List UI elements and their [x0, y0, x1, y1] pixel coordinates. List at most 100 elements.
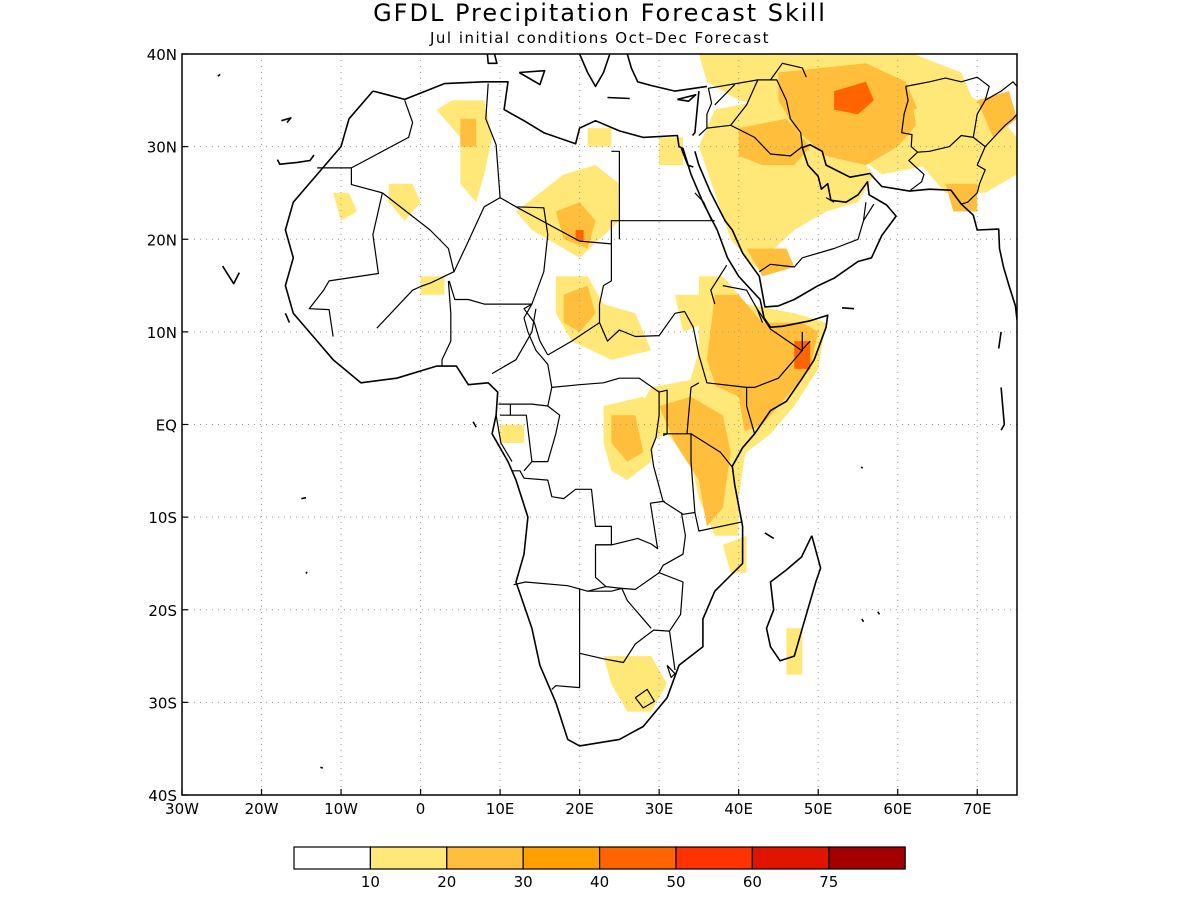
country-border-13 — [551, 377, 668, 437]
country-border-45 — [770, 62, 807, 81]
lat-tick-label: 30S — [148, 694, 177, 712]
skill-region-arabia-core — [738, 118, 811, 166]
lat-tick-label: 20N — [147, 231, 177, 249]
country-border-27 — [634, 688, 656, 709]
lon-tick-label: 20W — [245, 800, 279, 818]
colorbar-label: 10 — [361, 873, 380, 891]
island-2 — [221, 265, 241, 285]
island-1 — [276, 154, 315, 165]
lat-tick-label: 40S — [148, 787, 177, 805]
country-border-18 — [694, 512, 743, 532]
lon-tick-label: 40E — [724, 800, 753, 818]
country-border-19 — [512, 470, 622, 589]
island-5 — [305, 571, 308, 574]
country-border-46 — [901, 86, 925, 191]
country-border-42 — [758, 202, 867, 273]
country-border-0 — [308, 167, 383, 337]
country-border-8 — [611, 150, 715, 222]
coastline-8 — [518, 69, 546, 86]
coastline-5 — [626, 54, 708, 92]
country-border-30 — [510, 414, 533, 472]
country-border-9 — [598, 243, 803, 388]
skill-region-iran-orange — [778, 63, 922, 166]
lon-tick-label: 50E — [804, 800, 833, 818]
country-border-1 — [351, 100, 414, 169]
country-border-2 — [376, 192, 455, 329]
island-14 — [472, 421, 477, 428]
coastline-7 — [486, 54, 498, 65]
country-border-37 — [745, 387, 756, 434]
country-border-41 — [714, 84, 736, 106]
country-border-44 — [862, 203, 875, 222]
lat-tick-label: 40N — [147, 46, 177, 64]
longitude-axis: 30W 20W 10W 0 10E 20E 30E 40E 50E 60E 70E — [165, 789, 992, 818]
lat-tick-label: 30N — [147, 139, 177, 157]
island-8 — [997, 331, 1002, 349]
country-border-6 — [441, 280, 452, 367]
island-12 — [764, 532, 775, 540]
country-border-3 — [485, 83, 549, 356]
country-border-7 — [515, 206, 621, 245]
colorbar-label: 20 — [437, 873, 456, 891]
country-border-35 — [722, 285, 764, 323]
island-10 — [877, 611, 881, 615]
island-11 — [861, 618, 865, 623]
country-border-36 — [756, 308, 811, 351]
colorbar-swatch — [828, 846, 906, 870]
skill-region-arabia-south — [746, 248, 795, 277]
lon-tick-label: 30E — [645, 800, 674, 818]
coastline-4 — [765, 535, 822, 662]
skill-region-ahaggar — [436, 100, 493, 203]
country-border-31 — [531, 405, 561, 463]
skill-region-gabon — [500, 424, 524, 443]
skill-region-libya-east — [587, 128, 612, 147]
coastline-3 — [694, 144, 1017, 320]
skill-region-congo-east-core — [611, 415, 644, 462]
island-4 — [301, 496, 307, 500]
skill-region-central-africa-core — [563, 285, 596, 332]
skill-region-mauritania — [388, 183, 421, 221]
lon-tick-label: 10W — [324, 800, 358, 818]
skill-region-iran-red — [834, 81, 874, 115]
island-15 — [284, 312, 291, 323]
lat-tick-label: EQ — [156, 417, 177, 435]
lat-tick-label: 20S — [148, 602, 177, 620]
skill-region-south-africa — [603, 656, 668, 712]
skill-region-sahara-west — [333, 192, 357, 221]
lon-tick-label: 0 — [416, 800, 426, 818]
skill-region-east-africa-core — [659, 396, 731, 527]
country-border-33 — [694, 192, 713, 221]
country-border-23 — [513, 581, 607, 592]
skill-region-chad-core — [555, 202, 596, 249]
lon-tick-label: 70E — [963, 800, 992, 818]
lon-tick-label: 60E — [883, 800, 912, 818]
colorbar-swatch — [675, 846, 754, 870]
skill-region-ahaggar-core — [460, 118, 477, 147]
land-outline-layer — [217, 54, 1017, 769]
island-7 — [1000, 387, 1006, 431]
country-border-50 — [984, 113, 1017, 148]
country-border-16 — [663, 433, 733, 468]
colorbar: 10 20 30 40 50 60 75 — [293, 846, 906, 891]
lon-tick-label: 30W — [165, 800, 199, 818]
skill-region-chad-peak — [575, 230, 584, 242]
lon-tick-label: 20E — [565, 800, 594, 818]
island-13 — [841, 307, 855, 310]
coastline-6 — [578, 54, 611, 88]
colorbar-swatch — [598, 846, 677, 870]
country-border-49 — [961, 136, 986, 205]
coastline-1 — [691, 91, 700, 137]
country-border-21 — [658, 512, 687, 573]
lat-tick-label: 10S — [148, 509, 177, 527]
country-border-5 — [448, 280, 532, 305]
colorbar-swatch — [293, 846, 372, 870]
country-border-10 — [547, 322, 600, 356]
colorbar-swatch — [369, 846, 448, 870]
skill-region-india-nw — [945, 183, 978, 212]
country-border-12 — [491, 308, 537, 375]
country-border-11 — [498, 303, 553, 407]
skill-region-egypt — [659, 137, 683, 166]
coastline-2 — [680, 148, 694, 168]
country-border-26 — [587, 587, 652, 629]
colorbar-label: 75 — [819, 873, 838, 891]
